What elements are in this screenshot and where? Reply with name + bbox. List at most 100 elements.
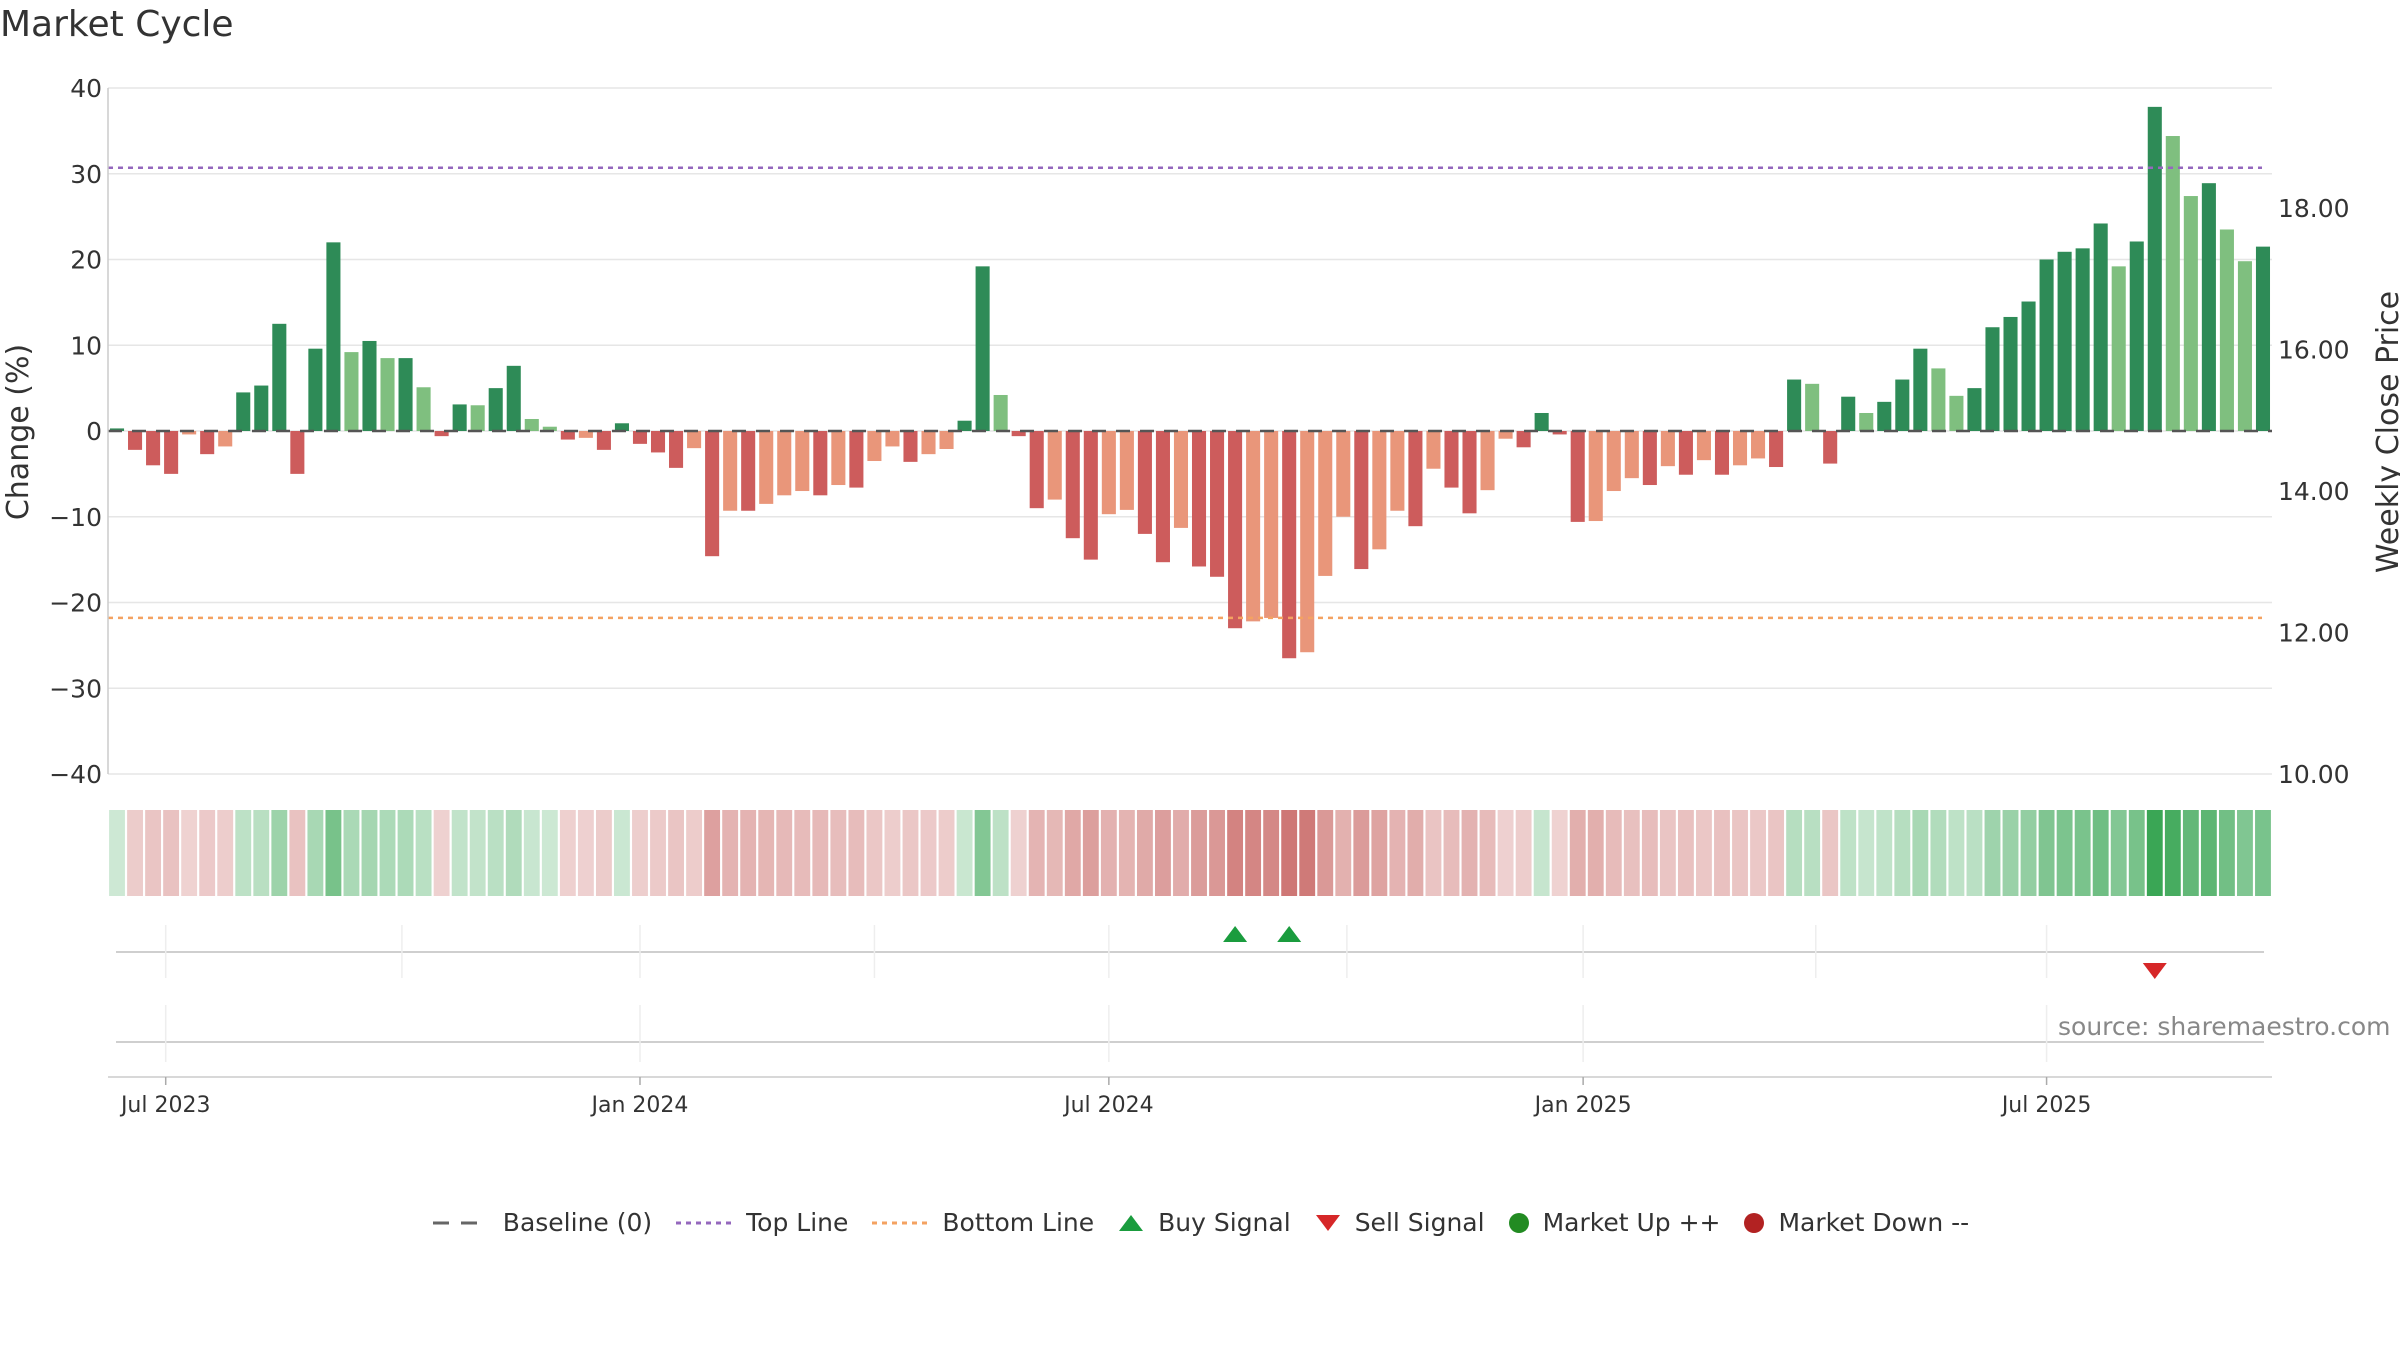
heat-cell xyxy=(920,810,937,896)
bar xyxy=(1769,431,1784,468)
source-note: source: sharemaestro.com xyxy=(2058,1012,2391,1041)
bar xyxy=(1137,431,1152,534)
legend-item-top-line[interactable]: Top Line xyxy=(674,1208,848,1237)
bar xyxy=(1913,348,1928,431)
heat-cell xyxy=(2146,810,2163,896)
heat-cell xyxy=(595,810,612,896)
bar xyxy=(1714,431,1730,475)
heat-cell xyxy=(1425,810,1442,896)
legend-item-bottom-line[interactable]: Bottom Line xyxy=(870,1208,1094,1237)
heat-cell xyxy=(1768,810,1785,896)
heat-cell xyxy=(1786,810,1803,896)
heat-cell xyxy=(1353,810,1370,896)
bar xyxy=(957,420,972,431)
bar xyxy=(1498,431,1513,439)
heat-cell xyxy=(469,810,486,896)
y-tick-label: 30 xyxy=(70,160,102,189)
heat-cell xyxy=(2218,810,2235,896)
bottom-line-swatch-icon xyxy=(872,1221,929,1224)
heat-cell xyxy=(181,810,198,896)
bar xyxy=(146,431,161,466)
bar xyxy=(1534,412,1549,431)
bar xyxy=(1210,431,1225,577)
legend-item-sell-signal[interactable]: Sell Signal xyxy=(1313,1208,1485,1237)
heat-cell xyxy=(127,810,143,896)
heat-cell xyxy=(704,810,721,896)
bar xyxy=(1516,431,1531,448)
heat-cell xyxy=(758,810,775,896)
bar xyxy=(1967,388,1982,431)
heat-cell xyxy=(848,810,865,896)
legend-label-sell: Sell Signal xyxy=(1354,1208,1485,1237)
legend-item-baseline[interactable]: Baseline (0) xyxy=(431,1208,652,1237)
bar xyxy=(614,423,629,431)
heat-cell xyxy=(343,810,360,896)
bar xyxy=(921,431,936,455)
bar xyxy=(290,431,305,474)
bar xyxy=(632,431,648,444)
sell-triangle-icon xyxy=(1315,1214,1340,1231)
x-tick-label: Jul 2023 xyxy=(119,1093,211,1118)
legend-item-market-down[interactable]: Market Down -- xyxy=(1742,1208,1969,1237)
heat-cell xyxy=(1840,810,1857,896)
bar xyxy=(109,428,125,431)
legend-label-market-up: Market Up ++ xyxy=(1542,1208,1721,1237)
heat-cell xyxy=(2128,810,2145,896)
heat-cell xyxy=(1389,810,1406,896)
bar xyxy=(975,266,990,431)
bar xyxy=(200,431,215,455)
heat-cell xyxy=(1191,810,1207,896)
legend-item-market-up[interactable]: Market Up ++ xyxy=(1507,1208,1721,1237)
bar xyxy=(1931,368,1946,431)
heat-cell xyxy=(2164,810,2181,896)
bar xyxy=(1588,431,1603,522)
heat-cell xyxy=(1659,810,1676,896)
bar xyxy=(1282,431,1297,659)
bar xyxy=(2039,259,2054,431)
heat-cell xyxy=(1696,810,1712,896)
bar xyxy=(470,405,485,431)
bar xyxy=(1300,431,1315,653)
heat-cell xyxy=(1822,810,1839,896)
heat-cell xyxy=(451,810,468,896)
bar xyxy=(903,431,918,462)
y-tick-label: 0 xyxy=(86,417,102,446)
heat-cell xyxy=(1497,810,1514,896)
bar xyxy=(1011,431,1026,437)
y-tick-label: −20 xyxy=(49,589,102,618)
heat-cell xyxy=(1750,810,1766,896)
heat-cell xyxy=(1966,810,1983,896)
chart-title: Market Cycle xyxy=(0,4,234,45)
heat-cell xyxy=(1028,810,1045,896)
bar xyxy=(398,358,413,431)
heat-cell xyxy=(1082,810,1099,896)
legend-item-buy-signal[interactable]: Buy Signal xyxy=(1116,1208,1291,1237)
bar xyxy=(236,392,251,431)
heat-cell xyxy=(776,810,793,896)
bar xyxy=(1426,431,1441,469)
heat-cell xyxy=(1245,810,1262,896)
bar xyxy=(2003,316,2018,431)
y2-axis-title: Weekly Close Price xyxy=(2371,291,2400,573)
bar xyxy=(434,431,449,437)
heat-cell xyxy=(379,810,396,896)
heat-cell xyxy=(1912,810,1929,896)
heat-cell xyxy=(325,810,342,896)
heat-cell xyxy=(271,810,288,896)
bar xyxy=(2201,183,2216,431)
bar xyxy=(452,404,467,431)
y-tick-label: 10 xyxy=(70,331,102,360)
heat-cell xyxy=(686,810,703,896)
heat-cell xyxy=(866,810,883,896)
heat-cell xyxy=(1299,810,1316,896)
bar xyxy=(218,431,233,447)
heat-cell xyxy=(1677,810,1694,896)
bar xyxy=(524,418,539,431)
heat-cell xyxy=(163,810,180,896)
heat-cell xyxy=(1046,810,1063,896)
heat-cell xyxy=(992,810,1009,896)
bar xyxy=(1065,431,1080,539)
buy-signal-marker xyxy=(1277,926,1302,942)
buy-signal-marker xyxy=(1223,926,1248,942)
heat-cell xyxy=(1227,810,1244,896)
